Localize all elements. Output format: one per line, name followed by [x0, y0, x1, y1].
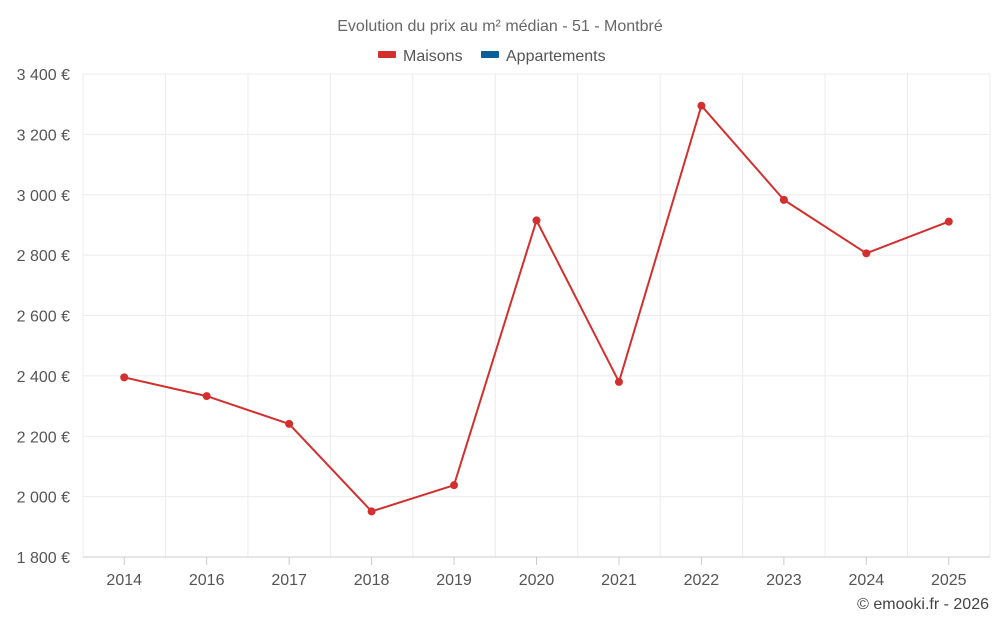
x-tick-label: 2024 [849, 572, 885, 589]
x-tick-label: 2021 [601, 572, 637, 589]
y-tick-label: 1 800 € [17, 550, 70, 567]
legend-swatch-maisons [378, 51, 396, 58]
x-axis-ticks: 2014 2016 2017 2018 2019 2020 2021 2022 2023 2024… [106, 557, 967, 589]
data-point-maisons-2022[interactable] [697, 101, 706, 110]
data-point-maisons-2018[interactable] [367, 507, 376, 516]
data-point-maisons-2017[interactable] [285, 419, 294, 428]
legend-item-appartements[interactable]: Appartements [481, 48, 606, 65]
x-tick-label: 2025 [931, 572, 967, 589]
legend-label-maisons: Maisons [403, 48, 463, 65]
series-layer [120, 101, 953, 516]
x-tick-label: 2022 [684, 572, 720, 589]
data-point-maisons-2025[interactable] [944, 217, 953, 226]
data-point-maisons-2019[interactable] [450, 481, 459, 490]
legend-swatch-appartements [481, 51, 499, 58]
data-point-maisons-2021[interactable] [614, 377, 623, 386]
y-tick-label: 2 400 € [17, 369, 70, 386]
x-tick-label: 2023 [766, 572, 802, 589]
y-tick-label: 2 600 € [17, 309, 70, 326]
data-point-maisons-2014[interactable] [120, 373, 129, 382]
y-tick-label: 3 000 € [17, 188, 70, 205]
data-point-maisons-2024[interactable] [862, 249, 871, 258]
x-tick-label: 2016 [189, 572, 225, 589]
x-tick-label: 2014 [106, 572, 142, 589]
x-tick-label: 2018 [354, 572, 390, 589]
data-point-maisons-2020[interactable] [532, 216, 541, 225]
chart-title: Evolution du prix au m² médian - 51 - Mo… [337, 18, 663, 35]
x-tick-label: 2017 [271, 572, 307, 589]
x-tick-label: 2019 [436, 572, 472, 589]
legend-item-maisons[interactable]: Maisons [378, 48, 463, 65]
data-point-maisons-2023[interactable] [779, 195, 788, 204]
y-tick-label: 2 200 € [17, 429, 70, 446]
data-point-maisons-2016[interactable] [202, 392, 211, 401]
y-axis-ticks: 1 800 € 2 000 € 2 200 € 2 400 € 2 600 € 2 800… [17, 67, 70, 567]
y-tick-label: 3 400 € [17, 67, 70, 84]
legend: Maisons Appartements [378, 48, 606, 65]
y-tick-label: 2 800 € [17, 248, 70, 265]
legend-label-appartements: Appartements [506, 48, 606, 65]
credit-text: © emooki.fr - 2026 [857, 596, 989, 613]
grid-layer [82, 73, 991, 558]
y-tick-label: 2 000 € [17, 490, 70, 507]
y-tick-label: 3 200 € [17, 127, 70, 144]
x-tick-label: 2020 [519, 572, 555, 589]
